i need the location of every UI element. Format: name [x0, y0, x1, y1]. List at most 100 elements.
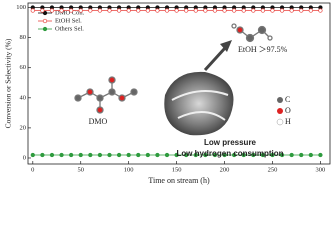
- data-point: [203, 8, 208, 13]
- dmo-molecule: [74, 76, 138, 114]
- data-point: [241, 8, 246, 13]
- data-point: [270, 8, 275, 13]
- data-point: [116, 152, 122, 158]
- data-point: [270, 152, 275, 158]
- data-point: [212, 152, 218, 158]
- data-point: [260, 8, 266, 13]
- x-tick-label: 0: [31, 166, 34, 173]
- data-point: [222, 8, 227, 13]
- annotation: Low pressure: [204, 138, 257, 147]
- arrow: [203, 46, 227, 72]
- legend-marker: [42, 10, 48, 16]
- annotation: O: [285, 106, 291, 115]
- data-point: [231, 8, 237, 13]
- data-point: [59, 8, 64, 13]
- data-point: [49, 152, 55, 158]
- data-point: [49, 8, 55, 13]
- data-point: [279, 8, 285, 13]
- data-point: [251, 8, 256, 13]
- data-point: [68, 8, 74, 13]
- x-tick-label: 50: [77, 166, 84, 173]
- data-point: [116, 8, 122, 13]
- data-point: [97, 8, 103, 13]
- y-tick-label: 20: [20, 124, 27, 131]
- data-point: [260, 152, 266, 158]
- plot-frame: [27, 2, 331, 165]
- data-point: [145, 8, 150, 13]
- atom-h: [276, 118, 284, 126]
- data-point: [164, 8, 170, 13]
- x-tick-label: 100: [124, 166, 134, 173]
- data-point: [212, 8, 218, 13]
- x-tick-label: 250: [268, 166, 278, 173]
- y-tick-label: 40: [20, 94, 27, 101]
- data-point: [68, 152, 74, 158]
- data-point: [174, 8, 179, 13]
- arrow-head: [220, 40, 232, 52]
- y-tick-label: 60: [20, 64, 27, 71]
- sem-texture: [171, 90, 229, 121]
- data-point: [203, 152, 208, 158]
- data-point: [126, 152, 131, 158]
- x-tick-label: 200: [220, 166, 230, 173]
- data-point: [40, 152, 45, 158]
- sem-image: [164, 71, 234, 136]
- chart: 0 20 40 60 80 100 0 50 100 150 200 250 300 Time on st…: [4, 2, 331, 185]
- atom-c: [277, 97, 283, 103]
- data-point: [107, 8, 112, 13]
- annotation: Low hydrogen consumption: [176, 149, 283, 158]
- data-point: [308, 152, 313, 158]
- data-point: [289, 152, 294, 158]
- x-tick-label: 300: [316, 166, 326, 173]
- x-axis-title: Time on stream (h): [148, 176, 210, 185]
- data-point: [289, 8, 294, 13]
- data-point: [222, 152, 227, 158]
- legend-marker: [42, 18, 48, 24]
- data-point: [193, 8, 198, 13]
- data-point: [193, 152, 198, 158]
- data-point: [97, 152, 103, 158]
- illustration: [74, 23, 284, 136]
- data-point: [78, 152, 83, 158]
- data-point: [184, 152, 189, 158]
- data-point: [279, 152, 285, 158]
- data-point: [164, 152, 170, 158]
- data-point: [78, 8, 83, 13]
- data-point: [299, 152, 304, 158]
- y-tick-label: 80: [20, 34, 27, 41]
- data-point: [318, 8, 323, 13]
- atom-o: [277, 108, 283, 114]
- data-point: [126, 8, 131, 13]
- annotation: EtOH ＞97.5%: [238, 45, 288, 54]
- data-point: [155, 8, 160, 13]
- annotation: H: [285, 117, 291, 126]
- legend-marker: [42, 26, 48, 32]
- y-tick-label: 0: [23, 154, 26, 161]
- legend-label: EtOH Sel.: [55, 17, 82, 24]
- legend-label: DMO Con.: [55, 9, 85, 16]
- annotation: C: [285, 95, 290, 104]
- annotation: DMO: [89, 117, 108, 126]
- data-point: [184, 8, 189, 13]
- data-point: [155, 152, 160, 158]
- y-axis-title: Conversion or Selectivity (%): [4, 38, 13, 128]
- data-point: [251, 152, 256, 158]
- data-point: [30, 152, 35, 158]
- data-point: [174, 152, 179, 158]
- etoh-molecule: [231, 23, 273, 43]
- data-point: [308, 8, 313, 13]
- data-point: [88, 152, 93, 158]
- data-point: [145, 152, 150, 158]
- data-point: [136, 152, 141, 158]
- data-point: [318, 152, 323, 158]
- data-point: [241, 152, 246, 158]
- legend-label: Others Sel.: [55, 25, 84, 32]
- data-point: [231, 152, 237, 158]
- data-point: [136, 8, 141, 13]
- data-point: [299, 8, 304, 13]
- y-tick-label: 100: [16, 4, 26, 11]
- data-point: [88, 8, 93, 13]
- data-point: [30, 8, 35, 13]
- data-point: [107, 152, 112, 158]
- data-point: [59, 152, 64, 158]
